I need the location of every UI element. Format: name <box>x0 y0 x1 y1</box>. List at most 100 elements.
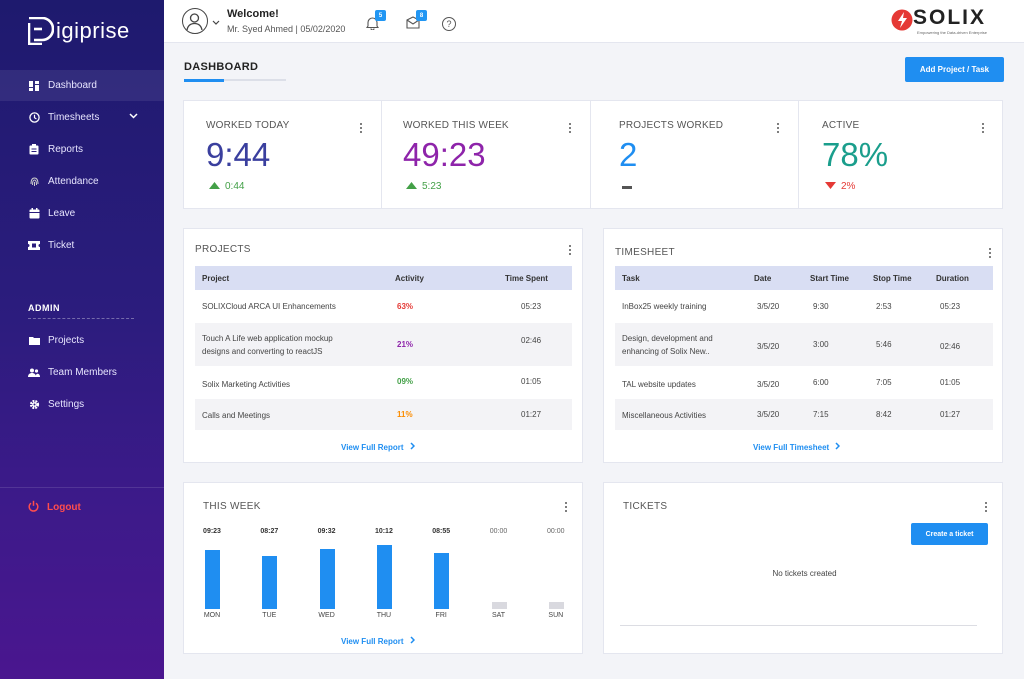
chevron-down-icon[interactable] <box>212 17 220 28</box>
logo-text: igiprise <box>56 18 130 43</box>
page-title: DASHBOARD <box>184 61 259 73</box>
avatar[interactable] <box>182 8 208 34</box>
messages-button[interactable]: 8 <box>406 10 427 32</box>
stat-value: 2 <box>619 136 638 173</box>
bar-wed[interactable] <box>319 549 335 609</box>
admin-section-label: ADMIN <box>28 303 60 313</box>
arrow-up-icon <box>406 181 417 192</box>
project-activity: 11% <box>395 399 505 430</box>
project-time: 02:46 <box>505 323 572 366</box>
task-name: Miscellaneous Activities <box>615 399 754 430</box>
more-vert-icon[interactable] <box>982 123 985 135</box>
bar-day-label: TUE <box>262 612 277 619</box>
bar-sun[interactable] <box>548 602 564 609</box>
bar-day-label: THU <box>376 612 392 619</box>
weekly-hours-chart: 09:23 MON 08:27 TUE 09:32 WED 10:12 THU 08:55 FRI… <box>192 528 578 623</box>
task-name-line: enhancing of Solix New.. <box>622 346 710 356</box>
chevron-down-icon[interactable] <box>129 111 138 122</box>
stat-value: 49:23 <box>403 136 486 173</box>
dashboard-icon <box>28 80 40 92</box>
fingerprint-icon <box>28 175 40 187</box>
table-row[interactable]: InBox25 weekly training 3/5/20 9:30 2:53… <box>615 290 993 323</box>
more-vert-icon[interactable] <box>569 245 572 257</box>
sidebar-item-label: Projects <box>48 334 85 346</box>
column-header: Date <box>754 266 810 290</box>
project-time: 01:05 <box>521 377 542 386</box>
task-stop: 8:42 <box>873 399 936 430</box>
digiprise-logo[interactable]: igiprise <box>27 16 130 46</box>
sidebar-item-reports[interactable]: Reports <box>0 133 164 165</box>
table-row[interactable]: Miscellaneous Activities 3/5/20 7:15 8:4… <box>615 399 993 430</box>
bar-value-label: 00:00 <box>489 528 508 535</box>
bar-value-label: 00:00 <box>547 528 565 535</box>
message-badge: 8 <box>416 10 427 21</box>
clock-icon <box>28 111 40 123</box>
more-vert-icon[interactable] <box>360 123 363 135</box>
table-row[interactable]: SOLIXCloud ARCA UI Enhancements 63% 05:2… <box>195 290 572 323</box>
logout-button[interactable]: Logout <box>28 500 81 515</box>
stat-delta: 2% <box>825 181 855 192</box>
task-date: 3/5/20 <box>754 323 810 366</box>
sidebar-item-team-members[interactable]: Team Members <box>0 356 164 388</box>
stat-worked-this-week: WORKED THIS WEEK 49:23 5:23 <box>381 101 590 208</box>
bar-tue[interactable] <box>262 556 278 609</box>
task-start: 6:00 <box>813 378 829 387</box>
view-full-report-link[interactable]: View Full Report <box>341 636 415 646</box>
table-row[interactable]: Calls and Meetings 11% 01:27 <box>195 399 572 430</box>
gear-icon <box>28 398 40 410</box>
table-header-row: Project Activity Time Spent <box>195 266 572 290</box>
notification-badge: 5 <box>375 10 386 21</box>
dash-icon <box>622 186 632 189</box>
column-header: Task <box>615 266 754 290</box>
bar-thu[interactable] <box>376 545 392 609</box>
sidebar-item-settings[interactable]: Settings <box>0 388 164 420</box>
more-vert-icon[interactable] <box>777 123 780 135</box>
sidebar-item-dashboard[interactable]: Dashboard <box>0 70 164 101</box>
task-duration: 01:27 <box>936 399 993 430</box>
help-icon[interactable]: ? <box>442 17 456 31</box>
notifications-button[interactable]: 5 <box>365 10 386 33</box>
bar-group-tue: 08:27 TUE <box>249 528 289 623</box>
sidebar-item-attendance[interactable]: Attendance <box>0 165 164 197</box>
table-row[interactable]: Touch A Life web application mockup desig… <box>195 323 572 366</box>
bar-sat[interactable] <box>491 602 507 609</box>
column-header: Start Time <box>810 266 873 290</box>
more-vert-icon[interactable] <box>985 502 988 514</box>
project-time: 05:23 <box>521 302 542 311</box>
stat-label: WORKED THIS WEEK <box>403 120 509 131</box>
more-vert-icon[interactable] <box>569 123 572 135</box>
bar-fri[interactable] <box>434 553 450 609</box>
table-row[interactable]: TAL website updates 3/5/20 6:00 7:05 01:… <box>615 366 993 399</box>
logout-label: Logout <box>47 502 81 513</box>
add-project-task-button[interactable]: Add Project / Task <box>905 57 1004 82</box>
create-ticket-button[interactable]: Create a ticket <box>911 523 988 545</box>
sidebar-item-ticket[interactable]: Ticket <box>0 229 164 261</box>
digiprise-logo-icon <box>27 16 55 46</box>
calendar-icon <box>28 207 40 219</box>
sidebar-item-label: Ticket <box>48 239 75 251</box>
sidebar-item-label: Dashboard <box>48 80 97 91</box>
sidebar-item-projects[interactable]: Projects <box>0 324 164 356</box>
more-vert-icon[interactable] <box>565 502 568 514</box>
user-meta: Mr. Syed Ahmed | 05/02/2020 <box>227 24 346 34</box>
project-activity: 09% <box>397 377 414 386</box>
table-header-row: Task Date Start Time Stop Time Duration <box>615 266 993 290</box>
brand-name: SOLIX <box>913 6 987 29</box>
sidebar-item-timesheets[interactable]: Timesheets <box>0 101 164 133</box>
stats-card: WORKED TODAY 9:44 0:44 WORKED THIS WEEK … <box>183 100 1003 209</box>
bar-value-label: 09:23 <box>203 528 221 535</box>
admin-nav: Projects Team Members Settings <box>0 324 164 420</box>
view-full-timesheet-link[interactable]: View Full Timesheet <box>753 442 841 452</box>
solix-logo-icon <box>891 9 913 34</box>
stat-separator <box>381 101 382 208</box>
sidebar-item-leave[interactable]: Leave <box>0 197 164 229</box>
bar-group-sat: 00:00 SAT <box>479 528 519 623</box>
ticket-icon <box>28 239 40 251</box>
view-full-report-link[interactable]: View Full Report <box>341 442 415 452</box>
sidebar: igiprise Dashboard Timesheets Reports <box>0 0 164 679</box>
table-row[interactable]: Solix Marketing Activities 09% 01:05 <box>195 366 572 399</box>
table-row[interactable]: Design, development and enhancing of Soli… <box>615 323 993 366</box>
bar-mon[interactable] <box>205 550 220 609</box>
sidebar-nav: Dashboard Timesheets Reports Attendance <box>0 70 164 261</box>
more-vert-icon[interactable] <box>989 248 992 260</box>
